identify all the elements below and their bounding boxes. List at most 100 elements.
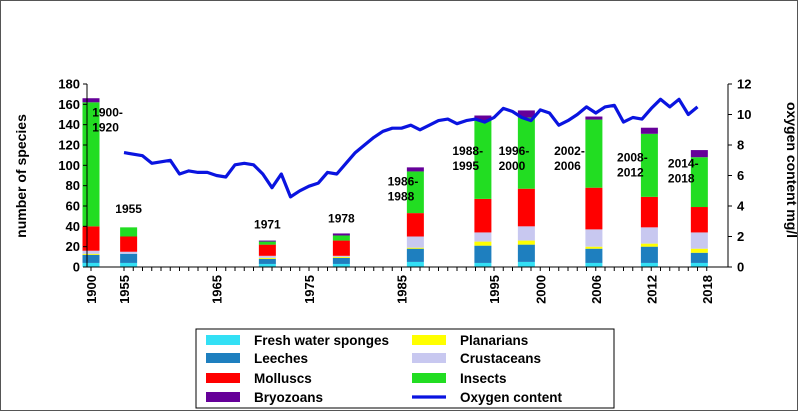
bar-segment [690, 248, 708, 253]
bar-period-label-line: 2018 [668, 171, 695, 185]
bar-segment [474, 115, 492, 121]
legend-swatch [412, 335, 446, 345]
bar-segment [690, 252, 708, 263]
bar-segment [517, 240, 535, 245]
y2-axis-title: oxygen content mg/l [784, 102, 800, 238]
bar-segment [517, 261, 535, 267]
bar-segment [332, 240, 350, 256]
bar-segment [690, 207, 708, 233]
legend-label: Fresh water sponges [254, 333, 389, 348]
bar-segment [82, 253, 100, 255]
oxygen-content-line [123, 97, 699, 199]
bar-segment [82, 262, 100, 267]
x-tick-label: 1965 [210, 275, 225, 304]
legend-label: Oxygen content [460, 390, 563, 405]
legend-label: Planarians [460, 333, 528, 348]
bar-period-label-line: 2000 [499, 159, 526, 173]
y-axis-title: number of species [13, 114, 29, 238]
bar-segment [120, 251, 138, 254]
bar-period-label: 1986-1988 [388, 175, 419, 204]
bar-segment [120, 227, 138, 237]
bar-period-label: 1971 [254, 217, 281, 231]
bar-segment [258, 244, 276, 256]
bar-segment [258, 255, 276, 258]
y-tick-label: 80 [66, 178, 80, 193]
bar-segment [640, 196, 658, 228]
bar-segment [332, 255, 350, 257]
bar-period-label-line: 1986- [388, 175, 419, 189]
bar-segment [406, 236, 424, 248]
bar-period-label: 1988-1995 [452, 144, 483, 173]
bar-segment [690, 232, 708, 249]
x-tick-label: 1975 [302, 275, 317, 304]
bar-segment [585, 187, 603, 230]
bar-segment [258, 257, 276, 259]
bar-period-label-line: 1900- [92, 106, 123, 120]
bar-period-label-line: 2006 [554, 159, 581, 173]
bar-period-label-line: 1971 [254, 217, 281, 231]
bar-segment [406, 213, 424, 237]
bar-segment [585, 116, 603, 120]
x-tick-label: 2012 [644, 275, 659, 304]
x-tick-label: 2018 [700, 275, 715, 304]
bar-segment [585, 229, 603, 247]
bar-segment [474, 232, 492, 242]
y-tick-label: 20 [66, 239, 80, 254]
bar-segment [474, 241, 492, 246]
bar-period-label-line: 1955 [115, 202, 142, 216]
bar-segment [258, 258, 276, 264]
y-tick-label: 100 [58, 158, 80, 173]
y-tick-label: 160 [58, 97, 80, 112]
bar-segment [640, 227, 658, 244]
bar-segment [640, 246, 658, 263]
y2-tick-label: 0 [737, 260, 744, 275]
bar-segment [258, 263, 276, 267]
tick-labels: 0 20 40 60 80 100 120 140 160 180 0 2 4 6 8 10 12 1900 195… [58, 77, 751, 304]
bar-period-label-line: 2008- [617, 150, 648, 164]
legend-label: Crustaceans [460, 351, 541, 366]
y-tick-label: 0 [73, 260, 80, 275]
legend-swatch [206, 373, 240, 383]
y2-tick-label: 6 [737, 168, 744, 183]
bar-period-label: 1996-2000 [499, 144, 530, 173]
bar-segment [690, 262, 708, 267]
bar-period-label: 2008-2012 [617, 150, 648, 179]
bar-period-label-line: 2012 [617, 165, 644, 179]
bar-period-label-line: 1978 [328, 211, 355, 225]
y2-tick-label: 4 [737, 199, 745, 214]
legend-swatch [206, 353, 240, 363]
axes [83, 83, 732, 271]
bar-period-label: 1955 [115, 202, 142, 216]
bar-segment [406, 167, 424, 172]
bar-segment [82, 250, 100, 254]
bar-segment [690, 157, 708, 208]
x-tick-label: 1900 [84, 275, 99, 304]
legend-label: Molluscs [254, 371, 312, 386]
x-tick-label: 1995 [487, 275, 502, 304]
bar-segment [406, 261, 424, 267]
bar-segment [120, 262, 138, 267]
legend-swatch [206, 392, 240, 402]
y-tick-label: 140 [58, 117, 80, 132]
bar-segment [82, 254, 100, 263]
legend-swatch [412, 373, 446, 383]
bar-segment [258, 240, 276, 242]
y2-tick-label: 2 [737, 229, 744, 244]
bar-segment [332, 263, 350, 267]
y-tick-label: 180 [58, 77, 80, 92]
y2-tick-label: 12 [737, 77, 751, 92]
bar-segment [640, 262, 658, 267]
bar-segment [640, 127, 658, 134]
bar-segment [517, 110, 535, 118]
bar-segment [332, 257, 350, 264]
bar-segment [585, 262, 603, 267]
bars [82, 98, 708, 267]
bar-segment [474, 262, 492, 267]
legend-label: Insects [460, 371, 507, 386]
bar-segment [474, 120, 492, 199]
legend-box [195, 328, 615, 409]
bar-period-label-line: 2014- [668, 156, 699, 170]
bar-segment [640, 133, 658, 197]
legend-swatch [412, 353, 446, 363]
